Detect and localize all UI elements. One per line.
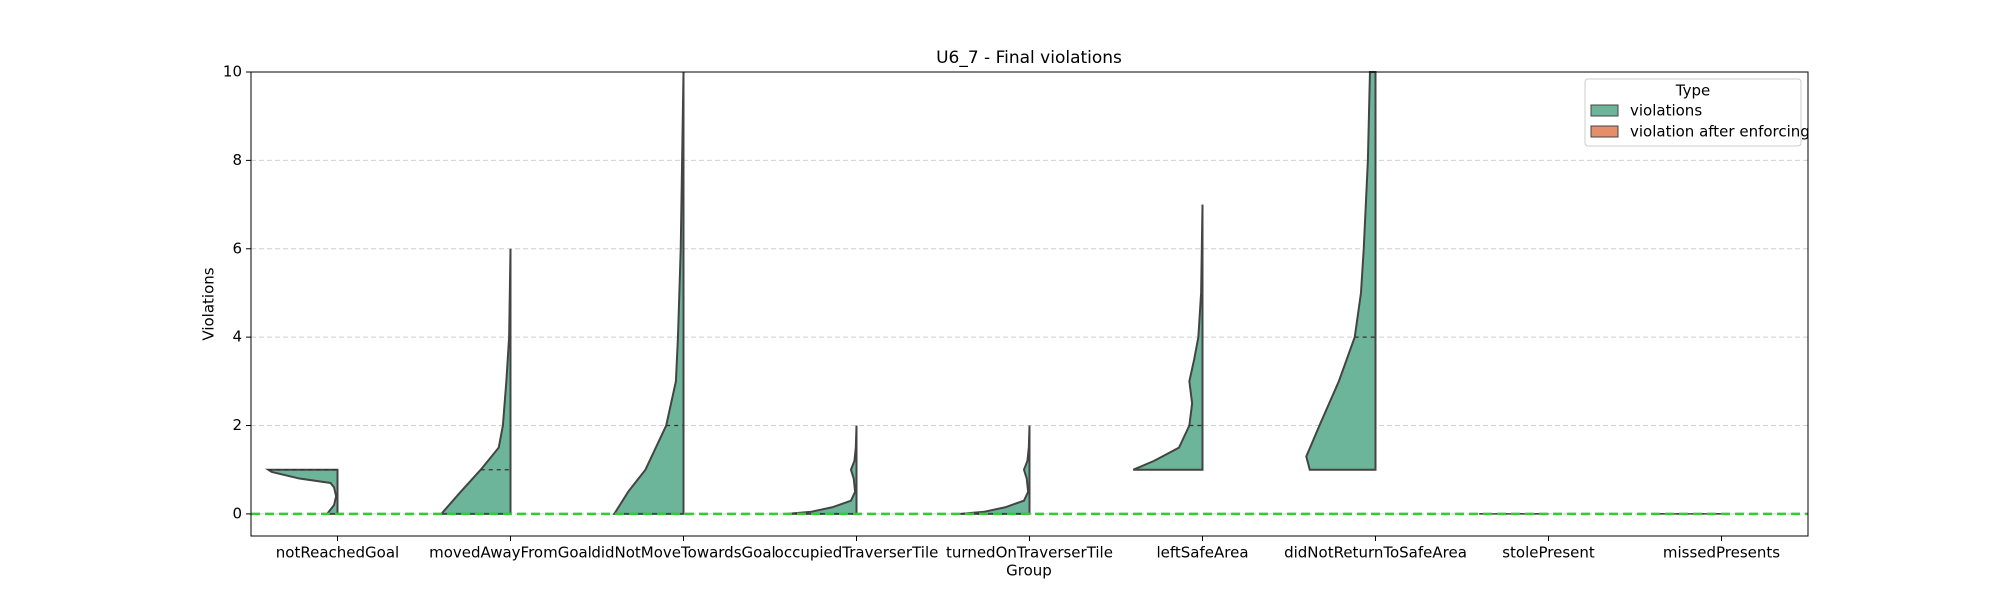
y-tick-label: 6 <box>232 239 242 257</box>
plot-frame <box>250 71 1809 537</box>
x-tick-label: stolePresent <box>1502 544 1595 562</box>
y-tick-label: 4 <box>232 328 242 346</box>
x-tick-label: turnedOnTraverserTile <box>946 544 1113 562</box>
chart-title: U6_7 - Final violations <box>936 48 1122 68</box>
x-tick-label: missedPresents <box>1663 544 1780 562</box>
y-tick-label: 2 <box>232 416 242 434</box>
y-tick-label: 0 <box>232 504 242 522</box>
y-axis-label: Violations <box>200 267 218 340</box>
violin <box>787 425 858 515</box>
x-tick-label: didNotReturnToSafeArea <box>1284 544 1467 562</box>
legend-box <box>1584 78 1802 147</box>
legend-label: violations <box>1630 102 1702 120</box>
x-tick-label: leftSafeArea <box>1156 544 1248 562</box>
legend-label: violation after enforcing <box>1630 123 1810 141</box>
x-tick-label: movedAwayFromGoal <box>429 544 592 562</box>
violin <box>439 248 512 515</box>
y-tick-label: 8 <box>232 151 242 169</box>
legend-swatch <box>1590 125 1619 138</box>
violin <box>264 468 339 515</box>
x-tick-label: occupiedTraverserTile <box>775 544 939 562</box>
legend-title: Type <box>1675 82 1710 100</box>
violin <box>612 71 685 515</box>
x-axis-label: Group <box>1006 562 1052 580</box>
legend-swatch <box>1590 104 1619 117</box>
violin <box>1132 204 1204 471</box>
x-tick-label: didNotMoveTowardsGoal <box>591 544 775 562</box>
x-tick-label: notReachedGoal <box>276 544 399 562</box>
y-tick-label: 10 <box>223 63 242 81</box>
violin <box>960 425 1031 515</box>
